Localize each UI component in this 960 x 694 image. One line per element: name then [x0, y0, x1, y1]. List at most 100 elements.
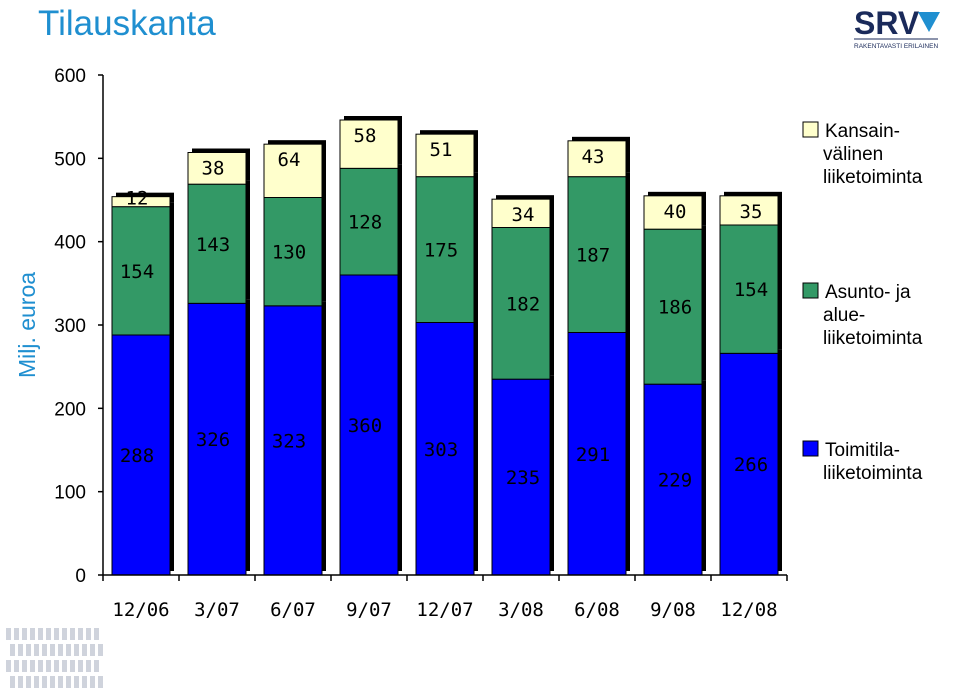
y-tick-label: 0 — [75, 566, 86, 587]
x-tick-label: 12/08 — [720, 599, 777, 621]
stripe-block — [10, 676, 15, 688]
y-tick-label: 400 — [54, 233, 86, 254]
stripe-block — [78, 660, 83, 672]
stripe-block — [22, 628, 27, 640]
bar-segment — [719, 352, 779, 576]
stripe-block — [54, 628, 59, 640]
stripe-block — [94, 628, 99, 640]
legend-label: Kansain- — [825, 121, 900, 142]
bar-data-label: 303 — [424, 439, 458, 461]
bar-segment — [187, 152, 247, 185]
stripe-block — [90, 676, 95, 688]
bar-data-label: 12 — [126, 188, 149, 210]
bar-data-label: 360 — [348, 415, 382, 437]
stripe-block — [14, 660, 19, 672]
bar-segment — [187, 302, 247, 576]
bar-data-label: 235 — [506, 467, 540, 489]
srv-logo: SRV RAKENTAVASTI ERILAINEN — [854, 5, 940, 50]
bar-segment — [415, 176, 475, 323]
x-tick-label: 9/08 — [650, 599, 696, 621]
stripe-block — [86, 660, 91, 672]
legend-swatch — [802, 440, 819, 457]
stripe-block — [62, 660, 67, 672]
bar-data-label: 291 — [576, 444, 610, 466]
stripe-block — [70, 628, 75, 640]
bar-data-label: 175 — [424, 240, 458, 262]
stripe-block — [70, 660, 75, 672]
page-title: Tilauskanta — [38, 4, 216, 43]
bar-segment — [415, 133, 475, 178]
stripe-block — [18, 676, 23, 688]
x-tick-label: 6/08 — [574, 599, 620, 621]
legend-label: Asunto- ja — [825, 282, 911, 303]
stripe-block — [82, 676, 87, 688]
bar-data-label: 64 — [278, 149, 301, 171]
stripe-block — [66, 676, 71, 688]
x-tick-label: 3/08 — [498, 599, 544, 621]
bar-segment — [339, 167, 399, 276]
stripe-block — [50, 644, 55, 656]
bar-segment — [111, 206, 171, 336]
stripe-block — [50, 676, 55, 688]
bar-segment — [719, 224, 779, 354]
y-tick-label: 300 — [54, 316, 86, 337]
bar-segment — [263, 143, 323, 199]
bar-segment — [643, 195, 703, 230]
y-tick-label: 500 — [54, 149, 86, 170]
x-tick-label: 12/07 — [416, 599, 473, 621]
bar-segment — [719, 195, 779, 226]
bar-data-label: 323 — [272, 430, 306, 452]
bar-data-label: 130 — [272, 242, 306, 264]
stripe-block — [58, 644, 63, 656]
bar-data-label: 143 — [196, 234, 230, 256]
bar-segment — [567, 140, 627, 178]
bar-data-label: 154 — [734, 279, 768, 301]
stripe-block — [82, 644, 87, 656]
bar-data-label: 187 — [576, 245, 610, 267]
stripe-block — [46, 660, 51, 672]
bar-data-label: 51 — [430, 139, 453, 161]
bar-data-label: 186 — [658, 297, 692, 319]
stripe-block — [38, 660, 43, 672]
bar-data-label: 40 — [664, 201, 687, 223]
stripe-block — [78, 628, 83, 640]
stripe-block — [30, 628, 35, 640]
stripe-block — [22, 660, 27, 672]
stripe-block — [42, 676, 47, 688]
bar-data-label: 182 — [506, 293, 540, 315]
x-tick-label: 3/07 — [194, 599, 240, 621]
legend-label: liiketoiminta — [823, 463, 923, 484]
stripe-block — [66, 644, 71, 656]
stripe-block — [38, 628, 43, 640]
stripe-block — [10, 644, 15, 656]
bar-data-label: 229 — [658, 470, 692, 492]
bar-data-label: 154 — [120, 261, 154, 283]
bar-data-label: 326 — [196, 429, 230, 451]
decorative-stripes — [6, 628, 103, 688]
bar-data-label: 58 — [354, 125, 377, 147]
bar-segment — [187, 183, 247, 304]
logo-tagline: RAKENTAVASTI ERILAINEN — [854, 43, 938, 50]
stripe-block — [58, 676, 63, 688]
x-tick-label: 9/07 — [346, 599, 392, 621]
stripe-block — [90, 644, 95, 656]
bar-segment — [415, 322, 475, 576]
legend-swatch — [802, 282, 819, 299]
bar-data-label: 288 — [120, 445, 154, 467]
stripe-block — [86, 628, 91, 640]
stripe-block — [6, 628, 11, 640]
stripe-block — [46, 628, 51, 640]
stripe-block — [26, 644, 31, 656]
stripe-block — [94, 660, 99, 672]
bar-data-label: 34 — [512, 204, 535, 226]
bar-data-label: 43 — [582, 146, 605, 168]
legend-label: Toimitila- — [825, 440, 900, 461]
stripe-block — [62, 628, 67, 640]
bar-segment — [339, 119, 399, 169]
x-axis: 12/06 3/07 6/07 9/07 12/07 3/08 6/08 9/08 12/08 — [102, 574, 788, 621]
stripe-block — [98, 644, 103, 656]
legend-label: liiketoiminta — [823, 167, 923, 188]
legend-label: liiketoiminta — [823, 328, 923, 349]
y-axis: 0 100 200 300 400 500 600 — [54, 66, 104, 587]
